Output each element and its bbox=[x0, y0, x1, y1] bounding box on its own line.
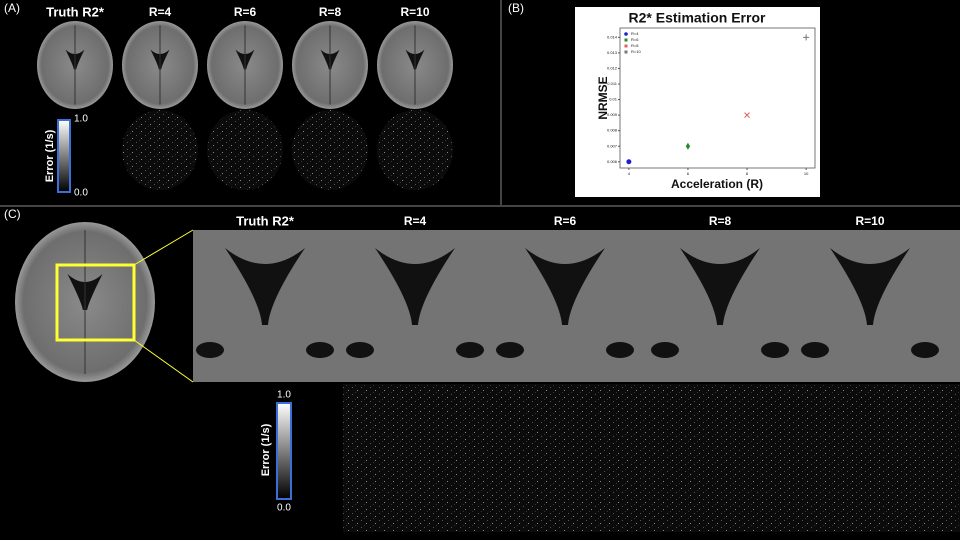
colorbar-min: 0.0 bbox=[74, 188, 88, 199]
image-title: R=4 bbox=[149, 5, 172, 19]
panel-label: (A) bbox=[4, 1, 20, 15]
chart-background bbox=[575, 7, 820, 197]
legend-marker bbox=[624, 44, 628, 48]
dark-region bbox=[456, 342, 484, 358]
colorbar-label: Error (1/s) bbox=[44, 129, 56, 182]
colorbar bbox=[276, 402, 292, 500]
legend-marker bbox=[624, 38, 628, 42]
dark-region bbox=[911, 342, 939, 358]
image-title: R=8 bbox=[319, 5, 342, 19]
image-title: R=6 bbox=[554, 214, 577, 228]
image-title: Truth R2* bbox=[46, 4, 105, 19]
legend-label: R=6 bbox=[631, 37, 639, 42]
legend-marker bbox=[624, 50, 628, 54]
colorbar-max: 1.0 bbox=[277, 390, 291, 401]
panel-label: (B) bbox=[508, 1, 524, 15]
dark-region bbox=[496, 342, 524, 358]
dark-region bbox=[196, 342, 224, 358]
panel-label: (C) bbox=[4, 207, 21, 221]
y-tick-label: 0.011 bbox=[607, 81, 617, 86]
image-title: R=10 bbox=[400, 5, 429, 19]
error-strip bbox=[343, 384, 960, 532]
y-tick-label: 0.01 bbox=[609, 97, 618, 102]
legend-marker bbox=[624, 32, 628, 36]
image-title: R=6 bbox=[234, 5, 257, 19]
image-title: Truth R2* bbox=[236, 213, 295, 228]
image-title: R=10 bbox=[855, 214, 884, 228]
chart-title: R2* Estimation Error bbox=[629, 10, 766, 26]
zoom-line bbox=[133, 229, 194, 266]
image-title: R=4 bbox=[404, 214, 427, 228]
chart: R2* Estimation Error Acceleration (R) NRMS… bbox=[596, 10, 816, 191]
colorbar-min: 0.0 bbox=[277, 503, 291, 514]
y-tick-label: 0.006 bbox=[607, 159, 618, 164]
ventricle bbox=[525, 248, 605, 325]
ventricle bbox=[830, 248, 910, 325]
y-tick-label: 0.009 bbox=[607, 112, 618, 117]
y-axis-label: NRMSE bbox=[596, 76, 610, 119]
zoom-line bbox=[133, 339, 194, 383]
image-title: R=8 bbox=[709, 214, 732, 228]
x-tick-label: 8 bbox=[746, 171, 749, 176]
panel-a: Truth R2* R=4 R=6 R=8 R=10 bbox=[37, 4, 453, 190]
y-tick-label: 0.013 bbox=[607, 50, 618, 55]
dark-region bbox=[651, 342, 679, 358]
ventricle bbox=[225, 248, 305, 325]
ventricle bbox=[680, 248, 760, 325]
x-tick-label: 6 bbox=[687, 171, 690, 176]
point bbox=[744, 112, 750, 118]
dark-region bbox=[606, 342, 634, 358]
panel-c: Truth R2* R=4 R=6 R=8 R=10 bbox=[15, 213, 960, 532]
y-tick-label: 0.008 bbox=[607, 128, 618, 133]
x-axis-label: Acceleration (R) bbox=[671, 177, 763, 191]
y-tick-label: 0.012 bbox=[607, 66, 618, 71]
point bbox=[685, 142, 691, 150]
y-tick-label: 0.014 bbox=[607, 34, 618, 39]
x-tick-label: 10 bbox=[804, 171, 809, 176]
dark-region bbox=[761, 342, 789, 358]
dark-region bbox=[801, 342, 829, 358]
error-map bbox=[122, 110, 198, 190]
colorbar bbox=[57, 119, 71, 193]
legend-label: R=8 bbox=[631, 43, 639, 48]
plot-area bbox=[619, 27, 816, 169]
point bbox=[626, 159, 632, 165]
x-tick-label: 4 bbox=[628, 171, 631, 176]
colorbar-label: Error (1/s) bbox=[260, 423, 272, 476]
point bbox=[803, 34, 810, 41]
dark-region bbox=[306, 342, 334, 358]
ventricle bbox=[375, 248, 455, 325]
error-map bbox=[377, 110, 453, 190]
zoom-strip bbox=[193, 230, 960, 382]
colorbar-max: 1.0 bbox=[74, 114, 88, 125]
error-map bbox=[292, 110, 368, 190]
y-tick-label: 0.007 bbox=[607, 143, 618, 148]
legend-label: R=10 bbox=[631, 49, 641, 54]
dark-region bbox=[346, 342, 374, 358]
error-map bbox=[207, 110, 283, 190]
legend-label: R=4 bbox=[631, 31, 639, 36]
zoom-box bbox=[55, 263, 136, 342]
